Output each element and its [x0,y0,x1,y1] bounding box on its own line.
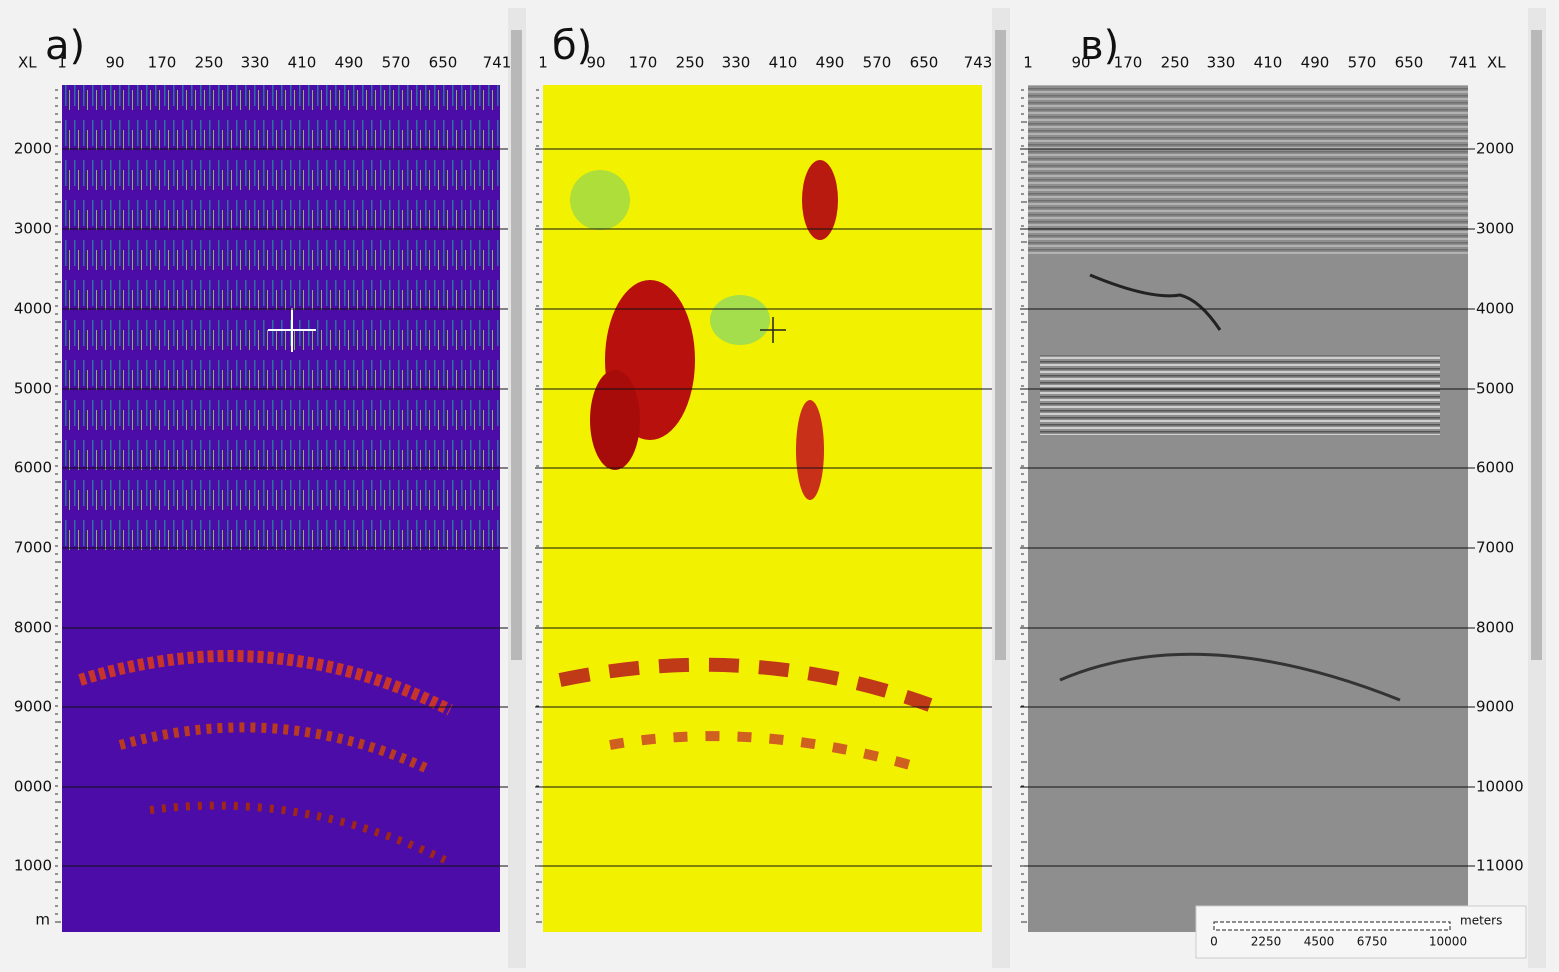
anomaly [590,370,640,470]
depth-label: 0000 [14,778,52,796]
xl-tick-label: 741 [1449,54,1478,72]
depth-label: 1000 [14,857,52,875]
xl-tick-label: 90 [105,54,124,72]
cursor [760,317,786,343]
panel-label: а) [45,23,85,69]
xl-tick-label: 330 [241,54,270,72]
depth-label: 8000 [14,619,52,637]
xl-tick-label: 490 [1301,54,1330,72]
xl-tick-label: 650 [1395,54,1424,72]
seismic-texture [1028,85,1468,255]
attribute-image [543,85,982,932]
event [118,722,433,775]
event [609,731,912,770]
depth-label: 8000 [1476,619,1514,637]
event [149,801,447,864]
scale-label: 10000 [1429,935,1467,949]
xl-tick-label: 170 [1114,54,1143,72]
reflector [1059,652,1401,702]
xl-tick-label: 570 [863,54,892,72]
xl-tick-label: 250 [195,54,224,72]
xl-tick-label: 570 [382,54,411,72]
xl-tick-label: 1 [538,54,548,72]
xl-tick-label: 90 [1071,54,1090,72]
labels: а)1 90 170 250 330 410 490 570 650 741XL200030004… [14,23,1524,949]
depth-label: 2000 [14,140,52,158]
xl-tick-label: 410 [769,54,798,72]
event [558,657,933,712]
xl-tick-label: 170 [629,54,658,72]
xl-tick-label: 170 [148,54,177,72]
event [78,650,453,716]
xl-tick-label: 743 [964,54,993,72]
scroll-thumb[interactable] [511,30,522,660]
seismic-texture [1040,355,1440,435]
xl-tick-label: 1 [1023,54,1033,72]
scale-label: 0 [1210,935,1218,949]
depth-label: 3000 [14,220,52,238]
depth-label: 6000 [1476,459,1514,477]
scroll-thumb[interactable] [1531,30,1542,660]
depth-label: 11000 [1476,857,1524,875]
anomaly [802,160,838,240]
depth-label: 7000 [1476,539,1514,557]
depth-label: 2000 [1476,140,1514,158]
axis-title: XL [1487,54,1506,72]
unit-label: m [35,911,50,929]
xl-tick-label: 1 [57,54,67,72]
scale-box [1195,905,1527,959]
axis-title: XL [18,54,37,72]
attribute-texture [62,85,500,555]
depth-label: 9000 [1476,698,1514,716]
scale-label: 4500 [1304,935,1335,949]
xl-tick-label: 250 [1161,54,1190,72]
reflector [1089,273,1222,331]
xl-tick-label: 570 [1348,54,1377,72]
depth-label: 7000 [14,539,52,557]
scale-bar [1213,921,1451,931]
anomaly [796,400,824,500]
anomaly [570,170,630,230]
depth-label: 10000 [1476,778,1524,796]
xl-tick-label: 410 [288,54,317,72]
xl-tick-label: 90 [586,54,605,72]
xl-tick-label: 650 [429,54,458,72]
anomaly [710,295,770,345]
cursor [268,308,316,352]
depth-label: 5000 [14,380,52,398]
panel-label: б) [552,23,592,69]
depth-label: 3000 [1476,220,1514,238]
xl-tick-label: 650 [910,54,939,72]
depth-label: 6000 [14,459,52,477]
panel-label: в) [1080,23,1119,69]
xl-tick-label: 410 [1254,54,1283,72]
depth-label: 4000 [1476,300,1514,318]
scroll-thumb[interactable] [995,30,1006,660]
scale-label: 2250 [1251,935,1282,949]
xl-tick-label: 741 [483,54,512,72]
scale-label: 6750 [1357,935,1388,949]
xl-tick-label: 490 [335,54,364,72]
depth-label: 5000 [1476,380,1514,398]
depth-label: 9000 [14,698,52,716]
xl-tick-label: 250 [676,54,705,72]
xl-tick-label: 490 [816,54,845,72]
depth-label: 4000 [14,300,52,318]
xl-tick-label: 330 [722,54,751,72]
xl-tick-label: 330 [1207,54,1236,72]
scale-unit: meters [1460,914,1502,928]
